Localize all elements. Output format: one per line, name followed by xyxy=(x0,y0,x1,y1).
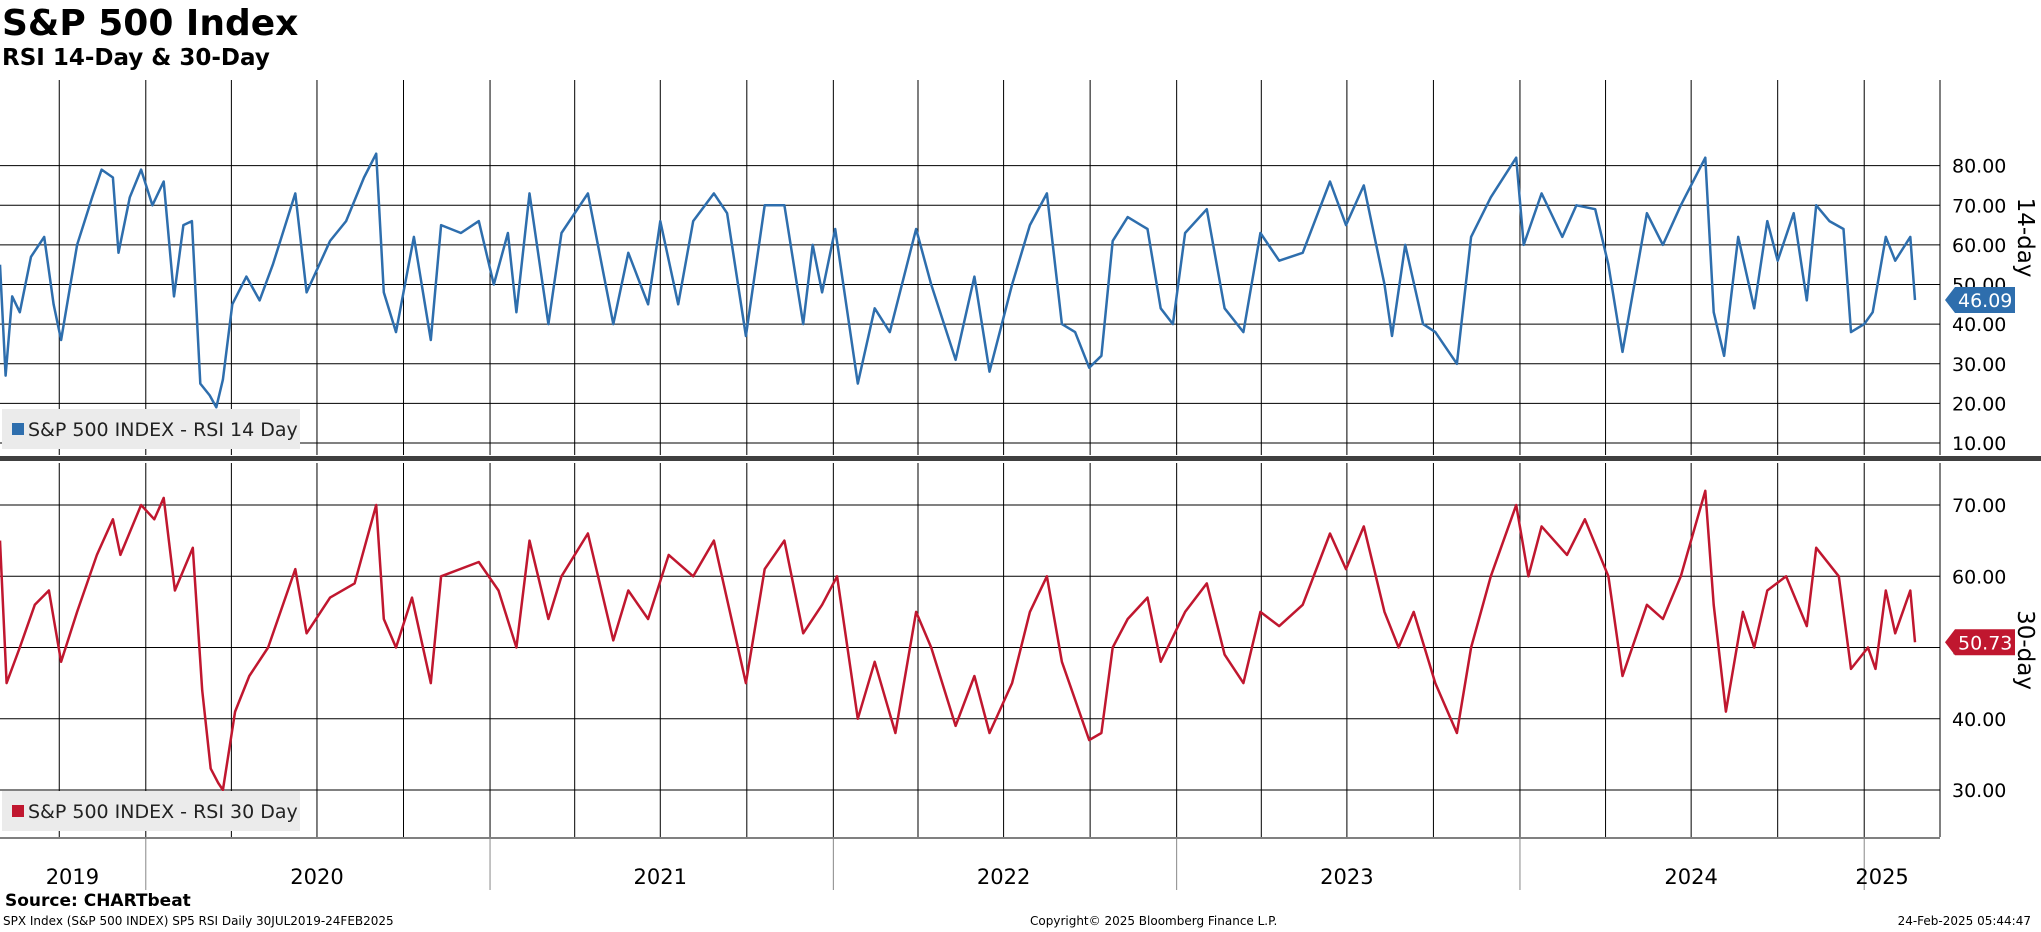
x-tick-label: 2021 xyxy=(634,865,687,889)
bottom-ytick-label: 60.00 xyxy=(1952,566,2006,588)
top-legend xyxy=(2,409,300,449)
bottom-ytick-label: 40.00 xyxy=(1952,709,2006,731)
x-tick-label: 2025 xyxy=(1855,865,1908,889)
x-tick-label: 2019 xyxy=(46,865,99,889)
source-note: Source: CHARTbeat xyxy=(5,891,191,911)
label-layer: 10.0020.0030.0040.0050.0060.0070.0080.00… xyxy=(2,156,2038,889)
top-ytick-label: 10.00 xyxy=(1952,433,2006,455)
top-series-line xyxy=(0,152,1917,409)
panel-separator xyxy=(0,456,2041,461)
top-legend-label: S&P 500 INDEX - RSI 14 Day xyxy=(28,419,298,441)
top-ytick-label: 30.00 xyxy=(1952,354,2006,376)
bottom-last-value-label: 50.73 xyxy=(1958,632,2012,654)
x-tick-label: 2022 xyxy=(977,865,1030,889)
top-ytick-label: 70.00 xyxy=(1952,195,2006,217)
top-last-value-label: 46.09 xyxy=(1958,290,2012,312)
chart-subtitle: RSI 14-Day & 30-Day xyxy=(2,45,270,71)
x-tick-label: 2020 xyxy=(290,865,343,889)
bottom-ytick-label: 70.00 xyxy=(1952,495,2006,517)
footer-copyright: Copyright© 2025 Bloomberg Finance L.P. xyxy=(1030,914,1278,928)
bottom-series-line xyxy=(0,489,1917,792)
bottom-side-label: 30-day xyxy=(2012,610,2038,690)
bottom-last-value-badge xyxy=(1945,629,2015,656)
top-last-value-badge xyxy=(1945,286,2015,313)
bottom-legend xyxy=(2,791,300,831)
x-tick-label: 2023 xyxy=(1320,865,1373,889)
top-ytick-label: 40.00 xyxy=(1952,314,2006,336)
bottom-ytick-label: 30.00 xyxy=(1952,780,2006,802)
top-legend-swatch xyxy=(12,423,24,435)
grid-layer xyxy=(0,80,2041,890)
footer-security-info: SPX Index (S&P 500 INDEX) SP5 RSI Daily … xyxy=(3,914,394,928)
top-ytick-label: 80.00 xyxy=(1952,156,2006,178)
bottom-legend-swatch xyxy=(12,805,24,817)
top-side-label: 14-day xyxy=(2012,198,2038,278)
top-ytick-label: 20.00 xyxy=(1952,393,2006,415)
line-layer xyxy=(0,152,1917,792)
chart-title: S&P 500 Index xyxy=(2,3,299,44)
x-tick-label: 2024 xyxy=(1664,865,1717,889)
bottom-legend-label: S&P 500 INDEX - RSI 30 Day xyxy=(28,801,298,823)
top-ytick-label: 60.00 xyxy=(1952,235,2006,257)
footer-timestamp: 24-Feb-2025 05:44:47 xyxy=(1897,914,2031,928)
